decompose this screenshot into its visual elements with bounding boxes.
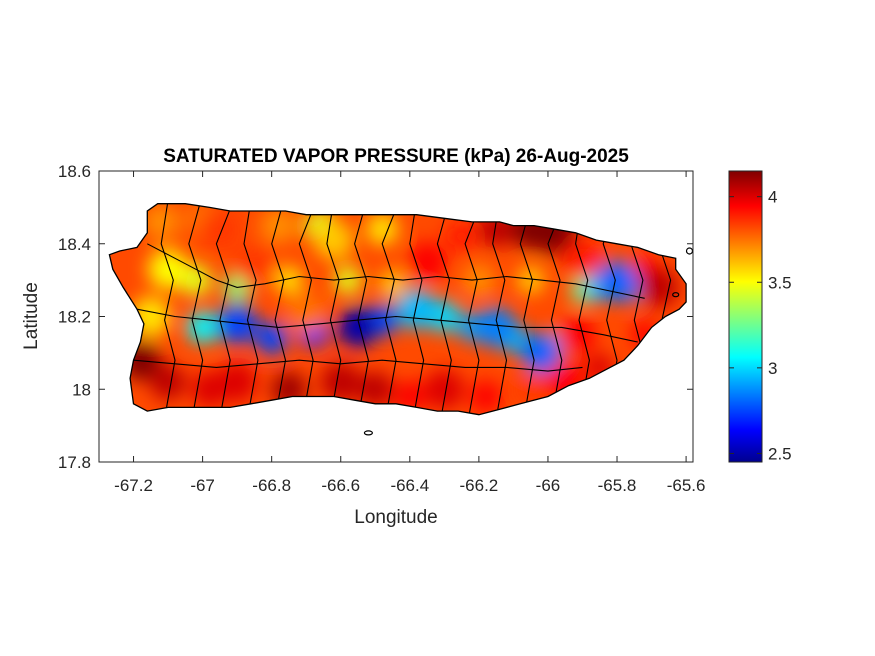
field-sample [424,369,465,410]
y-axis-label: Latitude [21,282,42,350]
field-sample [217,362,258,402]
field-blob [150,364,187,400]
x-tick-label: -65.6 [667,476,706,495]
field-blob [516,266,545,295]
municipal-boundary [160,203,176,415]
municipal-boundary [133,359,583,372]
field-sample [562,238,603,279]
field-blob [274,266,303,295]
field-sample [407,241,448,282]
field-sample [396,289,437,330]
x-tick-label: -65.8 [598,476,637,495]
y-tick-label: 18.2 [58,308,91,327]
field-blob [186,311,219,344]
municipal-boundary [492,203,508,415]
field-sample [234,245,275,286]
y-tick-label: 18.4 [58,235,91,254]
field-sample [286,292,327,333]
colorbar-tick-label: 2.5 [768,444,792,463]
x-axis-label: Longitude [354,507,437,528]
y-axis: 17.8 18 18.2 18.4 18.6 [58,162,693,472]
islet [363,430,373,436]
municipal-boundary [271,203,287,415]
map-axes: -67.2 -67 -66.8 -66.6 -66.4 -66.2 -66 -65.8 -65.… [21,162,705,528]
municipal-boundary [381,203,401,415]
municipal-boundary [519,203,535,415]
colorbar-ticks: 2.5 3 3.5 4 [729,188,792,463]
y-tick-label: 18 [72,380,91,399]
field-blob [255,322,288,355]
field-blob [445,220,478,253]
field-blob [333,266,362,295]
field-sample [521,332,561,373]
x-tick-label: -66.2 [460,476,499,495]
field-sample [148,249,189,290]
field-blob [260,207,297,244]
y-tick-label: 18.6 [58,162,91,181]
field-blob [143,203,180,240]
field-blob [378,269,407,298]
colorbar-bar [728,170,763,463]
x-axis: -67.2 -67 -66.8 -66.6 -66.4 -66.2 -66 -65.8 -65.… [114,171,705,495]
municipal-boundary [188,203,204,415]
municipal-boundary [436,203,452,415]
x-tick-label: -67 [190,476,215,495]
municipal-boundary [354,203,369,415]
field-sample [338,307,378,348]
municipal-boundary [547,203,566,415]
municipal-boundary [243,203,259,415]
field-sample [476,307,517,348]
colorbar-tick-label: 4 [768,188,777,207]
field-sample [217,303,258,344]
colorbar-tick-label: 3.5 [768,273,792,292]
map-title: SATURATED VAPOR PRESSURE (kPa) 26-Aug-20… [163,146,629,167]
municipal-boundary [575,203,590,415]
field-blob [514,373,547,406]
field-sample [320,362,361,402]
x-tick-label: -66.4 [390,476,429,495]
municipal-boundary [147,243,645,299]
field-sample [199,209,240,250]
field-sample [597,260,637,301]
field-sample [555,314,596,355]
field-sample [313,220,354,261]
x-tick-label: -66.6 [321,476,360,495]
island-outline [108,203,687,416]
x-tick-label: -67.2 [114,476,153,495]
field-sample [638,267,679,308]
x-tick-label: -66 [536,476,561,495]
islet [672,292,680,298]
field-blob [357,371,394,408]
field-blob [469,380,502,413]
field-blob [366,213,399,246]
municipal-boundary [326,203,342,415]
municipal-boundary [298,203,318,415]
municipal-boundary [136,308,638,343]
municipal-boundary [215,203,235,415]
colorbar: 2.5 3 3.5 4 [728,170,792,463]
colorbar-tick-label: 3 [768,359,777,378]
municipal-boundary [409,203,425,415]
x-tick-label: -66.8 [252,476,291,495]
y-tick-label: 17.8 [58,453,91,472]
municipal-boundary [464,203,483,415]
field-blob [462,264,495,297]
